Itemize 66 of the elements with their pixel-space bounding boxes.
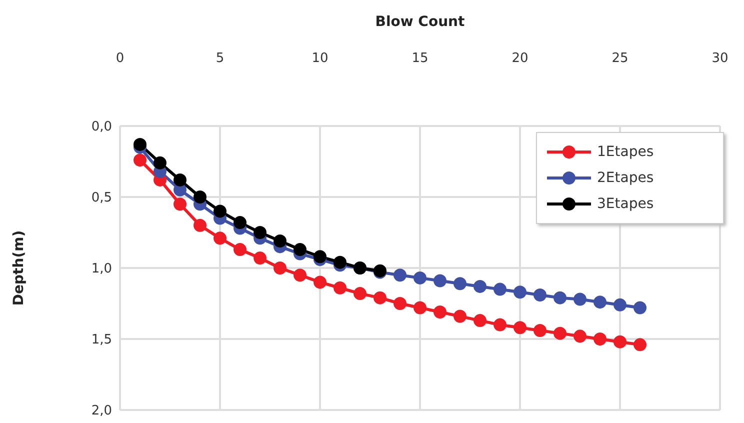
point xyxy=(554,291,566,304)
point xyxy=(174,173,186,186)
point xyxy=(474,314,486,328)
point xyxy=(594,296,606,309)
point xyxy=(414,271,426,284)
point xyxy=(494,282,506,296)
point xyxy=(574,330,586,343)
point xyxy=(274,262,286,274)
point xyxy=(594,332,606,346)
point xyxy=(134,138,146,151)
point xyxy=(374,291,386,304)
point xyxy=(154,156,166,170)
point xyxy=(474,280,486,293)
point xyxy=(254,226,266,239)
x-tick-label: 0 xyxy=(116,51,124,66)
point xyxy=(354,287,366,300)
point xyxy=(434,274,446,288)
point xyxy=(294,243,306,256)
point xyxy=(434,306,446,319)
point xyxy=(394,297,406,310)
point xyxy=(394,268,406,282)
point xyxy=(174,198,186,211)
x-tick-label: 10 xyxy=(312,51,328,66)
point xyxy=(194,190,206,204)
y-tick-label: 1,5 xyxy=(91,332,112,348)
point xyxy=(514,321,526,334)
point xyxy=(534,288,546,302)
point xyxy=(234,243,246,256)
y-tick-label: 0,5 xyxy=(91,190,112,206)
point xyxy=(554,326,566,340)
point xyxy=(574,292,586,306)
x-tick-label: 15 xyxy=(412,51,428,66)
point xyxy=(194,218,206,232)
legend-label: 1Etapes xyxy=(597,143,654,162)
point xyxy=(634,338,646,352)
point xyxy=(254,252,266,265)
point xyxy=(614,335,626,348)
point xyxy=(274,234,286,248)
y-tick-label: 2,0 xyxy=(91,404,112,419)
point xyxy=(234,216,246,230)
x-tick-label: 5 xyxy=(216,51,224,66)
point xyxy=(214,232,226,245)
point xyxy=(454,310,466,323)
point xyxy=(454,277,466,290)
point xyxy=(314,250,326,264)
y-axis-title: Depth(m) xyxy=(10,230,27,306)
point xyxy=(334,281,346,294)
point xyxy=(494,318,506,332)
point xyxy=(134,154,146,167)
point xyxy=(314,276,326,289)
point xyxy=(334,256,346,269)
point xyxy=(214,204,226,218)
point xyxy=(514,286,526,299)
legend-label: 3Etapes xyxy=(597,195,654,214)
y-tick-label: 1,0 xyxy=(91,262,112,277)
y-tick-label: 0,0 xyxy=(91,120,112,135)
point xyxy=(294,268,306,282)
legend-label: 2Etapes xyxy=(597,169,654,188)
x-axis-title: Blow Count xyxy=(375,14,466,30)
point xyxy=(414,301,426,314)
point xyxy=(634,301,646,314)
x-tick-label: 20 xyxy=(512,51,528,66)
point xyxy=(534,324,546,337)
point xyxy=(614,298,626,312)
x-tick-label: 30 xyxy=(712,51,728,66)
x-tick-label: 25 xyxy=(612,51,628,66)
